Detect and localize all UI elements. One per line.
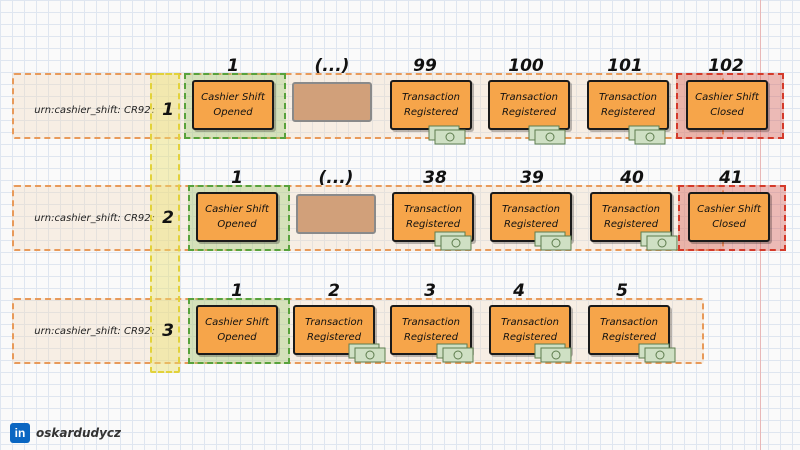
- stream-2-revision: 2: [162, 208, 174, 228]
- stream-1-event-number: 100: [508, 56, 544, 76]
- stream-2-event-number: 39: [520, 168, 544, 188]
- stream-1-event-card: Transaction Registered: [390, 80, 472, 130]
- stream-1-id-text: urn:cashier_shift: CR92: [34, 104, 151, 116]
- cash-icon: [638, 343, 676, 363]
- stream-2-id: urn:cashier_shift: CR92:: [18, 198, 156, 238]
- stream-2-event-card: Cashier Shift Opened: [196, 192, 278, 242]
- stream-2-event-number: 41: [719, 168, 743, 188]
- stream-3-event-number: 4: [513, 281, 525, 301]
- stream-2-elided-events: [296, 194, 376, 234]
- stream-2-event-number: (...): [318, 168, 354, 188]
- stream-2-id-text: urn:cashier_shift: CR92: [34, 212, 151, 224]
- linkedin-icon: in: [10, 423, 30, 443]
- stream-3-id-text: urn:cashier_shift: CR92: [34, 325, 151, 337]
- stream-1-event-card: Cashier Shift Opened: [192, 80, 274, 130]
- cash-icon: [434, 231, 472, 251]
- stream-3-event-number: 1: [231, 281, 243, 301]
- stream-3-event-number: 5: [616, 281, 628, 301]
- stream-1-event-number: 102: [708, 56, 744, 76]
- stream-1-event-card: Transaction Registered: [587, 80, 669, 130]
- cash-icon: [528, 125, 566, 145]
- author-name: oskardudycz: [36, 426, 122, 440]
- stream-3-event-card: Cashier Shift Opened: [196, 305, 278, 355]
- stream-3-event-card: Transaction Registered: [489, 305, 571, 355]
- stream-1-event-number: 99: [413, 56, 437, 76]
- cash-icon: [428, 125, 466, 145]
- stream-2-separator: :: [151, 212, 155, 224]
- cash-icon: [628, 125, 666, 145]
- stream-3-separator: :: [151, 325, 155, 337]
- cash-icon: [534, 343, 572, 363]
- stream-2-event-card: Cashier Shift Closed: [688, 192, 770, 242]
- cash-icon: [348, 343, 386, 363]
- stream-1-elided-events: [292, 82, 372, 122]
- stream-1-separator: :: [151, 104, 155, 116]
- stream-2-event-number: 40: [620, 168, 644, 188]
- stream-3-event-card: Transaction Registered: [588, 305, 670, 355]
- cash-icon: [436, 343, 474, 363]
- stream-1-event-card: Cashier Shift Closed: [686, 80, 768, 130]
- stream-1-event-number: (...): [314, 56, 350, 76]
- stream-2-event-number: 1: [231, 168, 243, 188]
- stream-3-id: urn:cashier_shift: CR92:: [18, 311, 156, 351]
- stream-1-revision: 1: [162, 100, 174, 120]
- cash-icon: [640, 231, 678, 251]
- stream-1-event-number: 1: [227, 56, 239, 76]
- revision-column-highlight: [150, 73, 180, 373]
- cash-icon: [534, 231, 572, 251]
- stream-3-event-number: 3: [424, 281, 436, 301]
- stream-3-revision: 3: [162, 321, 174, 341]
- stream-3-event-number: 2: [328, 281, 340, 301]
- stream-2-event-number: 38: [423, 168, 447, 188]
- stream-1-id: urn:cashier_shift: CR92:: [18, 90, 156, 130]
- stream-1-event-number: 101: [607, 56, 643, 76]
- author-credit: in oskardudycz: [10, 422, 121, 444]
